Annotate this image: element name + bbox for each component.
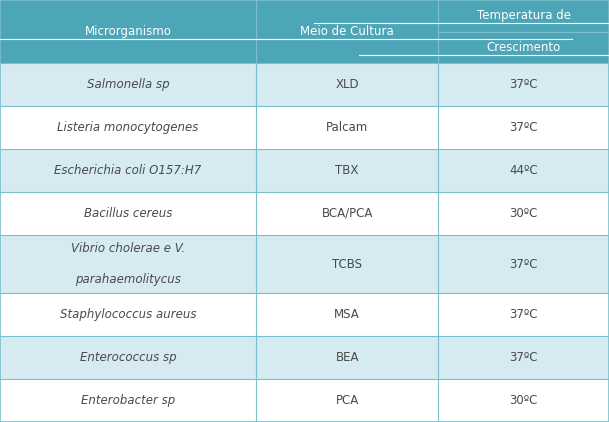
Text: Crescimento: Crescimento xyxy=(487,41,561,54)
Bar xyxy=(0,336,609,379)
Text: Listeria monocytogenes: Listeria monocytogenes xyxy=(57,121,199,134)
Text: Staphylococcus aureus: Staphylococcus aureus xyxy=(60,308,196,321)
Text: BCA/PCA: BCA/PCA xyxy=(322,207,373,220)
Text: 30ºC: 30ºC xyxy=(510,394,538,407)
Text: TBX: TBX xyxy=(336,164,359,177)
Text: Salmonella sp: Salmonella sp xyxy=(86,78,169,91)
Text: XLD: XLD xyxy=(336,78,359,91)
Bar xyxy=(0,106,609,149)
Text: Palcam: Palcam xyxy=(326,121,368,134)
Text: 37ºC: 37ºC xyxy=(510,121,538,134)
Text: 44ºC: 44ºC xyxy=(509,164,538,177)
Text: Enterobacter sp: Enterobacter sp xyxy=(81,394,175,407)
Text: MSA: MSA xyxy=(334,308,360,321)
Text: 30ºC: 30ºC xyxy=(510,207,538,220)
Text: Bacillus cereus: Bacillus cereus xyxy=(83,207,172,220)
Text: PCA: PCA xyxy=(336,394,359,407)
Bar xyxy=(0,192,609,235)
Bar xyxy=(0,235,609,293)
Text: 37ºC: 37ºC xyxy=(510,351,538,364)
Bar xyxy=(0,149,609,192)
Text: parahaemolitycus: parahaemolitycus xyxy=(75,273,181,286)
Bar xyxy=(0,293,609,336)
Text: 37ºC: 37ºC xyxy=(510,308,538,321)
Text: Temperatura de: Temperatura de xyxy=(477,9,571,22)
Text: Escherichia coli O157:H7: Escherichia coli O157:H7 xyxy=(54,164,202,177)
Text: 37ºC: 37ºC xyxy=(510,78,538,91)
Bar xyxy=(0,63,609,106)
Bar xyxy=(0,379,609,422)
Text: Meio de Cultura: Meio de Cultura xyxy=(300,25,394,38)
Text: Microrganismo: Microrganismo xyxy=(85,25,171,38)
Text: Vibrio cholerae e V.: Vibrio cholerae e V. xyxy=(71,242,185,255)
Bar xyxy=(0,0,609,63)
Text: Enterococcus sp: Enterococcus sp xyxy=(80,351,176,364)
Text: BEA: BEA xyxy=(336,351,359,364)
Text: 37ºC: 37ºC xyxy=(510,257,538,271)
Text: TCBS: TCBS xyxy=(332,257,362,271)
